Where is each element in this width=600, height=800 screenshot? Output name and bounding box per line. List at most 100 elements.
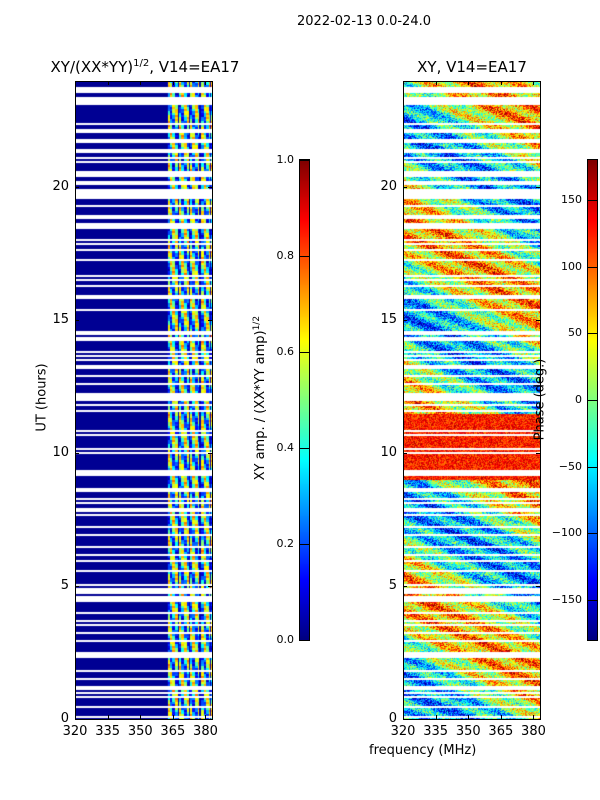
colorbar-tick-mark <box>300 256 309 257</box>
y-tick-mark <box>75 586 79 588</box>
colorbar-tick-mark <box>588 600 597 601</box>
y-tick-mark <box>403 187 407 189</box>
colorbar-tick-label: −50 <box>558 459 582 473</box>
y-tick-mark-right <box>536 719 540 720</box>
colorbar-tick-mark <box>588 533 597 535</box>
y-tick-mark-right <box>536 187 540 189</box>
y-tick-label: 20 <box>380 179 397 195</box>
y-tick-mark-right <box>208 586 212 588</box>
x-tick-mark <box>500 715 502 719</box>
y-tick-mark-right <box>536 320 540 322</box>
x-tick-mark-top <box>107 81 109 85</box>
colorbar-tick-mark <box>300 640 309 641</box>
x-tick-mark <box>533 715 535 719</box>
colorbar-tick-mark <box>588 400 597 401</box>
x-tick-mark-top <box>533 81 535 85</box>
x-tick-label: 350 <box>455 724 481 739</box>
y-tick-mark <box>403 453 407 455</box>
amp-colorbar-label-sup: 1/2 <box>251 315 262 331</box>
amp-colorbar <box>300 160 309 640</box>
colorbar-tick-mark <box>588 200 597 201</box>
phase-heatmap <box>403 81 540 719</box>
x-tick-label: 365 <box>160 724 186 739</box>
y-tick-mark <box>403 586 407 588</box>
x-tick-label: 335 <box>423 724 449 739</box>
y-tick-label: 0 <box>388 711 397 726</box>
x-tick-mark <box>205 715 207 719</box>
y-tick-mark <box>75 719 79 720</box>
y-tick-label: 15 <box>52 312 69 328</box>
y-tick-mark-right <box>208 719 212 720</box>
colorbar-tick-label: −100 <box>551 526 582 540</box>
amp-title-rest: , V14=EA17 <box>149 58 240 76</box>
amp-colorbar-label: XY amp. / (XX*YY amp)1/2 <box>252 298 268 498</box>
x-tick-label: 320 <box>390 724 416 739</box>
y-tick-mark-right <box>208 187 212 189</box>
amp-title-sup: 1/2 <box>133 58 150 69</box>
x-tick-mark-top <box>205 81 207 85</box>
colorbar-tick-label: 1.0 <box>276 153 295 166</box>
y-tick-label: 15 <box>380 312 397 328</box>
colorbar-tick-mark <box>300 544 309 545</box>
x-tick-mark <box>468 715 470 719</box>
colorbar-tick-label: 0.8 <box>276 249 295 262</box>
x-tick-mark-top <box>75 81 76 85</box>
amp-y-axis-label: UT (hours) <box>34 363 50 432</box>
y-tick-label: 10 <box>52 445 69 461</box>
y-tick-mark <box>75 320 79 322</box>
y-tick-label: 0 <box>60 711 69 726</box>
colorbar-tick-mark <box>300 352 309 353</box>
x-tick-mark-top <box>172 81 174 85</box>
colorbar-tick-label: 100 <box>561 259 582 273</box>
y-tick-label: 20 <box>52 179 69 195</box>
colorbar-tick-label: 0.0 <box>276 633 295 646</box>
figure-suptitle: 2022-02-13 0.0-24.0 <box>297 14 431 29</box>
y-tick-mark-right <box>536 453 540 455</box>
colorbar-tick-label: 0.2 <box>276 537 295 550</box>
x-tick-mark-top <box>435 81 437 85</box>
colorbar-tick-mark <box>588 333 597 335</box>
y-tick-mark <box>403 320 407 322</box>
x-tick-mark <box>140 715 142 719</box>
x-tick-mark <box>172 715 174 719</box>
y-tick-label: 5 <box>60 578 69 594</box>
colorbar-tick-label: −150 <box>551 593 582 606</box>
x-tick-label: 380 <box>521 724 546 739</box>
x-tick-label: 320 <box>62 724 88 739</box>
y-tick-mark <box>75 453 79 455</box>
x-axis-label: frequency (MHz) <box>369 743 477 758</box>
x-tick-mark-top <box>500 81 502 85</box>
colorbar-tick-label: 0 <box>575 393 582 406</box>
y-tick-label: 5 <box>388 578 397 594</box>
x-tick-label: 380 <box>193 724 218 739</box>
colorbar-tick-label: 150 <box>561 193 582 206</box>
colorbar-tick-mark <box>300 160 309 161</box>
y-tick-mark <box>75 187 79 189</box>
amp-title-main: XY/(XX*YY) <box>50 58 134 76</box>
x-tick-label: 365 <box>488 724 514 739</box>
colorbar-tick-label: 0.4 <box>276 441 295 454</box>
x-tick-mark <box>435 715 437 719</box>
colorbar-tick-label: 50 <box>568 326 582 340</box>
amp-heatmap <box>75 81 212 719</box>
x-tick-label: 335 <box>95 724 121 739</box>
y-tick-mark-right <box>208 453 212 455</box>
y-tick-mark <box>403 719 407 720</box>
x-tick-mark-top <box>403 81 404 85</box>
colorbar-tick-label: 0.6 <box>276 345 295 358</box>
x-tick-mark <box>403 715 404 719</box>
x-tick-mark <box>107 715 109 719</box>
x-tick-mark <box>75 715 76 719</box>
y-tick-mark-right <box>208 320 212 322</box>
x-tick-label: 350 <box>127 724 153 739</box>
x-tick-mark-top <box>140 81 142 85</box>
colorbar-tick-mark <box>588 266 597 268</box>
y-tick-mark-right <box>536 586 540 588</box>
y-tick-label: 10 <box>380 445 397 461</box>
phase-plot-title: XY, V14=EA17 <box>417 58 527 76</box>
colorbar-tick-mark <box>300 448 309 449</box>
amp-plot-title: XY/(XX*YY)1/2, V14=EA17 <box>30 58 260 76</box>
colorbar-tick-mark <box>588 466 597 468</box>
x-tick-mark-top <box>468 81 470 85</box>
